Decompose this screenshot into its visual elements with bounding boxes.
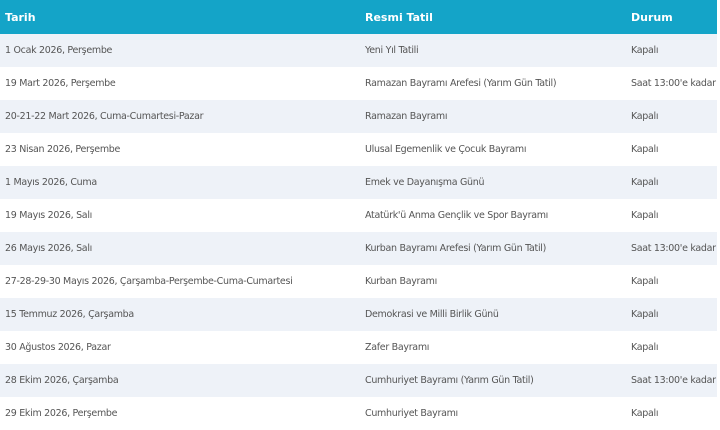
table-row: 1 Ocak 2026, Perşembe Yeni Yıl Tatili Kapa… <box>0 34 717 67</box>
table-row: 15 Temmuz 2026, Çarşamba Demokrasi ve Mil… <box>0 298 717 331</box>
table-cell: Demokrasi ve Milli Birlik Günü <box>360 298 626 331</box>
table-row: 29 Ekim 2026, Perşembe Cumhuriyet Bayramı… <box>0 397 717 430</box>
table-cell: Kapalı <box>626 166 717 199</box>
column-header: Durum <box>626 0 717 34</box>
table-row: 23 Nisan 2026, Perşembe Ulusal Egemenlik … <box>0 133 717 166</box>
table-cell: Kurban Bayramı <box>360 265 626 298</box>
column-header: Resmi Tatil <box>360 0 626 34</box>
table-cell: Saat 13:00'e kadar <box>626 364 717 397</box>
table-cell: Kapalı <box>626 34 717 67</box>
column-header: Tarih <box>0 0 360 34</box>
table-cell: Kapalı <box>626 298 717 331</box>
table-cell: Emek ve Dayanışma Günü <box>360 166 626 199</box>
table-cell: 19 Mayıs 2026, Salı <box>0 199 360 232</box>
table-cell: Kapalı <box>626 265 717 298</box>
table-cell: 28 Ekim 2026, Çarşamba <box>0 364 360 397</box>
table-cell: 29 Ekim 2026, Perşembe <box>0 397 360 430</box>
table-cell: 1 Mayıs 2026, Cuma <box>0 166 360 199</box>
table-cell: Ramazan Bayramı <box>360 100 626 133</box>
table-cell: 26 Mayıs 2026, Salı <box>0 232 360 265</box>
table-cell: Zafer Bayramı <box>360 331 626 364</box>
table-cell: Atatürk'ü Anma Gençlik ve Spor Bayramı <box>360 199 626 232</box>
table-row: 19 Mart 2026, Perşembe Ramazan Bayramı Ar… <box>0 67 717 100</box>
table-row: 27-28-29-30 Mayıs 2026, Çarşamba-Perşemb… <box>0 265 717 298</box>
table-row: 20-21-22 Mart 2026, Cuma-Cumartesi-Pazar… <box>0 100 717 133</box>
table-cell: 19 Mart 2026, Perşembe <box>0 67 360 100</box>
table-cell: 20-21-22 Mart 2026, Cuma-Cumartesi-Pazar <box>0 100 360 133</box>
table-cell: Kapalı <box>626 133 717 166</box>
table-cell: Saat 13:00'e kadar <box>626 67 717 100</box>
header-row: Tarih Resmi Tatil Durum <box>0 0 717 34</box>
table-row: 26 Mayıs 2026, Salı Kurban Bayramı Arefes… <box>0 232 717 265</box>
table-cell: Cumhuriyet Bayramı (Yarım Gün Tatil) <box>360 364 626 397</box>
table-row: 30 Ağustos 2026, Pazar Zafer Bayramı Kapal… <box>0 331 717 364</box>
table-cell: Ulusal Egemenlik ve Çocuk Bayramı <box>360 133 626 166</box>
table-cell: 27-28-29-30 Mayıs 2026, Çarşamba-Perşemb… <box>0 265 360 298</box>
table-cell: Kapalı <box>626 397 717 430</box>
table-cell: Cumhuriyet Bayramı <box>360 397 626 430</box>
table-cell: Ramazan Bayramı Arefesi (Yarım Gün Tatil… <box>360 67 626 100</box>
table-row: 28 Ekim 2026, Çarşamba Cumhuriyet Bayramı… <box>0 364 717 397</box>
table-cell: Kapalı <box>626 100 717 133</box>
table-cell: Yeni Yıl Tatili <box>360 34 626 67</box>
table-cell: Kapalı <box>626 331 717 364</box>
table-cell: 30 Ağustos 2026, Pazar <box>0 331 360 364</box>
table-cell: 23 Nisan 2026, Perşembe <box>0 133 360 166</box>
table-cell: Kapalı <box>626 199 717 232</box>
table-row: 1 Mayıs 2026, Cuma Emek ve Dayanışma Günü… <box>0 166 717 199</box>
table-cell: 15 Temmuz 2026, Çarşamba <box>0 298 360 331</box>
table-cell: Kurban Bayramı Arefesi (Yarım Gün Tatil) <box>360 232 626 265</box>
table-cell: 1 Ocak 2026, Perşembe <box>0 34 360 67</box>
table-row: 19 Mayıs 2026, Salı Atatürk'ü Anma Gençli… <box>0 199 717 232</box>
table-cell: Saat 13:00'e kadar <box>626 232 717 265</box>
